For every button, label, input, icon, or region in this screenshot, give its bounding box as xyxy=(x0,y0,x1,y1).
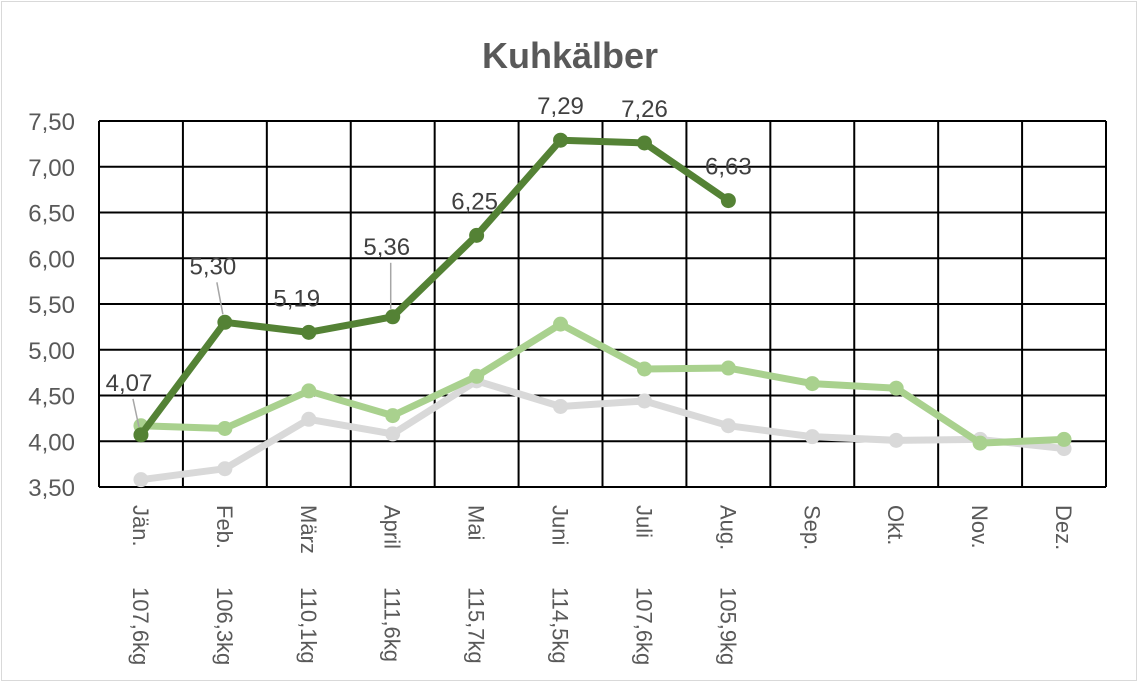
data-point xyxy=(804,376,820,392)
y-tick-label: 7,00 xyxy=(28,155,75,182)
data-point xyxy=(636,361,652,377)
x-tick-label: März 110,1kg xyxy=(296,505,321,664)
data-point xyxy=(553,316,569,332)
x-tick-month: April xyxy=(380,505,405,549)
data-point xyxy=(301,324,317,340)
x-tick-label: Nov. xyxy=(967,505,992,549)
series-line xyxy=(137,136,732,439)
x-tick-month: Sep. xyxy=(799,505,824,550)
y-tick-label: 4,00 xyxy=(28,429,75,456)
series-line xyxy=(137,377,1068,484)
x-tick-weight: 114,5kg xyxy=(548,587,573,664)
x-tick-label: Juni 114,5kg xyxy=(548,505,573,664)
y-tick-label: 6,00 xyxy=(28,246,75,273)
data-label: 5,36 xyxy=(363,234,410,261)
y-tick-label: 5,50 xyxy=(28,292,75,319)
data-point xyxy=(804,429,820,445)
x-tick-month: Aug. xyxy=(715,505,740,550)
data-point xyxy=(385,309,401,325)
data-point xyxy=(301,411,317,427)
x-tick-weight: 110,1kg xyxy=(296,587,321,664)
x-tick-weight: 106,3kg xyxy=(212,587,237,665)
x-tick-weight: 111,6kg xyxy=(380,587,405,662)
data-point xyxy=(720,418,736,434)
data-label: 7,26 xyxy=(621,96,668,123)
leader-line xyxy=(216,282,224,315)
x-tick-month: Jän. xyxy=(128,505,153,547)
x-tick-month: Feb. xyxy=(212,505,237,549)
series-3 xyxy=(133,132,736,443)
y-tick-label: 6,50 xyxy=(28,201,75,228)
x-tick-weight: 107,6kg xyxy=(128,587,153,665)
data-point xyxy=(217,314,233,330)
x-tick-month: Nov. xyxy=(967,505,992,549)
x-tick-label: Jän. 107,6kg xyxy=(128,505,153,665)
y-tick-label: 3,50 xyxy=(28,475,75,502)
chart-title: Kuhkälber xyxy=(482,35,658,76)
x-tick-month: Dez. xyxy=(1051,505,1076,550)
x-tick-label: Mai 115,7kg xyxy=(464,505,489,664)
y-tick-label: 5,00 xyxy=(28,338,75,365)
x-tick-label: Juli 107,6kg xyxy=(631,505,656,665)
x-tick-weight: 107,6kg xyxy=(631,587,656,665)
data-point xyxy=(720,193,736,209)
data-label: 4,07 xyxy=(106,370,153,397)
x-tick-label: April 111,6kg xyxy=(380,505,405,662)
data-point xyxy=(553,132,569,148)
leader-line xyxy=(132,398,140,428)
data-point xyxy=(469,368,485,384)
data-point xyxy=(1056,431,1072,447)
x-tick-month: Okt. xyxy=(883,505,908,545)
data-point xyxy=(385,426,401,442)
data-labels: 4,07 5,30 5,19 5,36 6,25 7,29 7,26 6,63 xyxy=(106,93,752,428)
chart-grid xyxy=(98,120,1107,488)
data-label: 6,63 xyxy=(705,154,752,181)
x-tick-month: Mai xyxy=(464,505,489,540)
data-point xyxy=(469,227,485,243)
series-2 xyxy=(133,316,1072,451)
data-point xyxy=(301,383,317,399)
y-axis-ticks: 3,50 4,00 4,50 5,00 5,50 6,00 6,50 7,00 7,50 xyxy=(28,109,75,502)
data-point xyxy=(888,380,904,396)
x-axis-ticks: Jän. 107,6kg Feb. 106,3kg März 110,1kg April 11… xyxy=(128,505,1076,665)
data-label: 6,25 xyxy=(451,188,498,215)
data-label: 5,19 xyxy=(273,285,320,312)
data-point xyxy=(217,461,233,477)
data-label: 7,29 xyxy=(537,93,584,120)
data-point xyxy=(133,472,149,488)
series-line xyxy=(137,320,1068,447)
y-tick-label: 7,50 xyxy=(28,109,75,136)
x-tick-label: Okt. xyxy=(883,505,908,545)
data-point xyxy=(553,398,569,414)
data-point xyxy=(217,420,233,436)
x-tick-weight: 105,9kg xyxy=(715,587,740,665)
x-tick-label: Aug. 105,9kg xyxy=(715,505,740,665)
x-tick-month: Juli xyxy=(631,505,656,538)
x-tick-label: Sep. xyxy=(799,505,824,550)
data-label: 5,30 xyxy=(190,253,237,280)
data-point xyxy=(636,393,652,409)
data-point xyxy=(636,135,652,151)
series-group xyxy=(133,132,1072,488)
data-point xyxy=(385,408,401,424)
x-tick-label: Dez. xyxy=(1051,505,1076,550)
data-point xyxy=(133,427,149,443)
data-point xyxy=(720,360,736,376)
x-tick-label: Feb. 106,3kg xyxy=(212,505,237,665)
x-tick-month: Juni xyxy=(548,505,573,545)
x-tick-weight: 115,7kg xyxy=(464,587,489,664)
x-tick-month: März xyxy=(296,505,321,554)
data-point xyxy=(972,435,988,451)
y-tick-label: 4,50 xyxy=(28,384,75,411)
data-point xyxy=(888,432,904,448)
